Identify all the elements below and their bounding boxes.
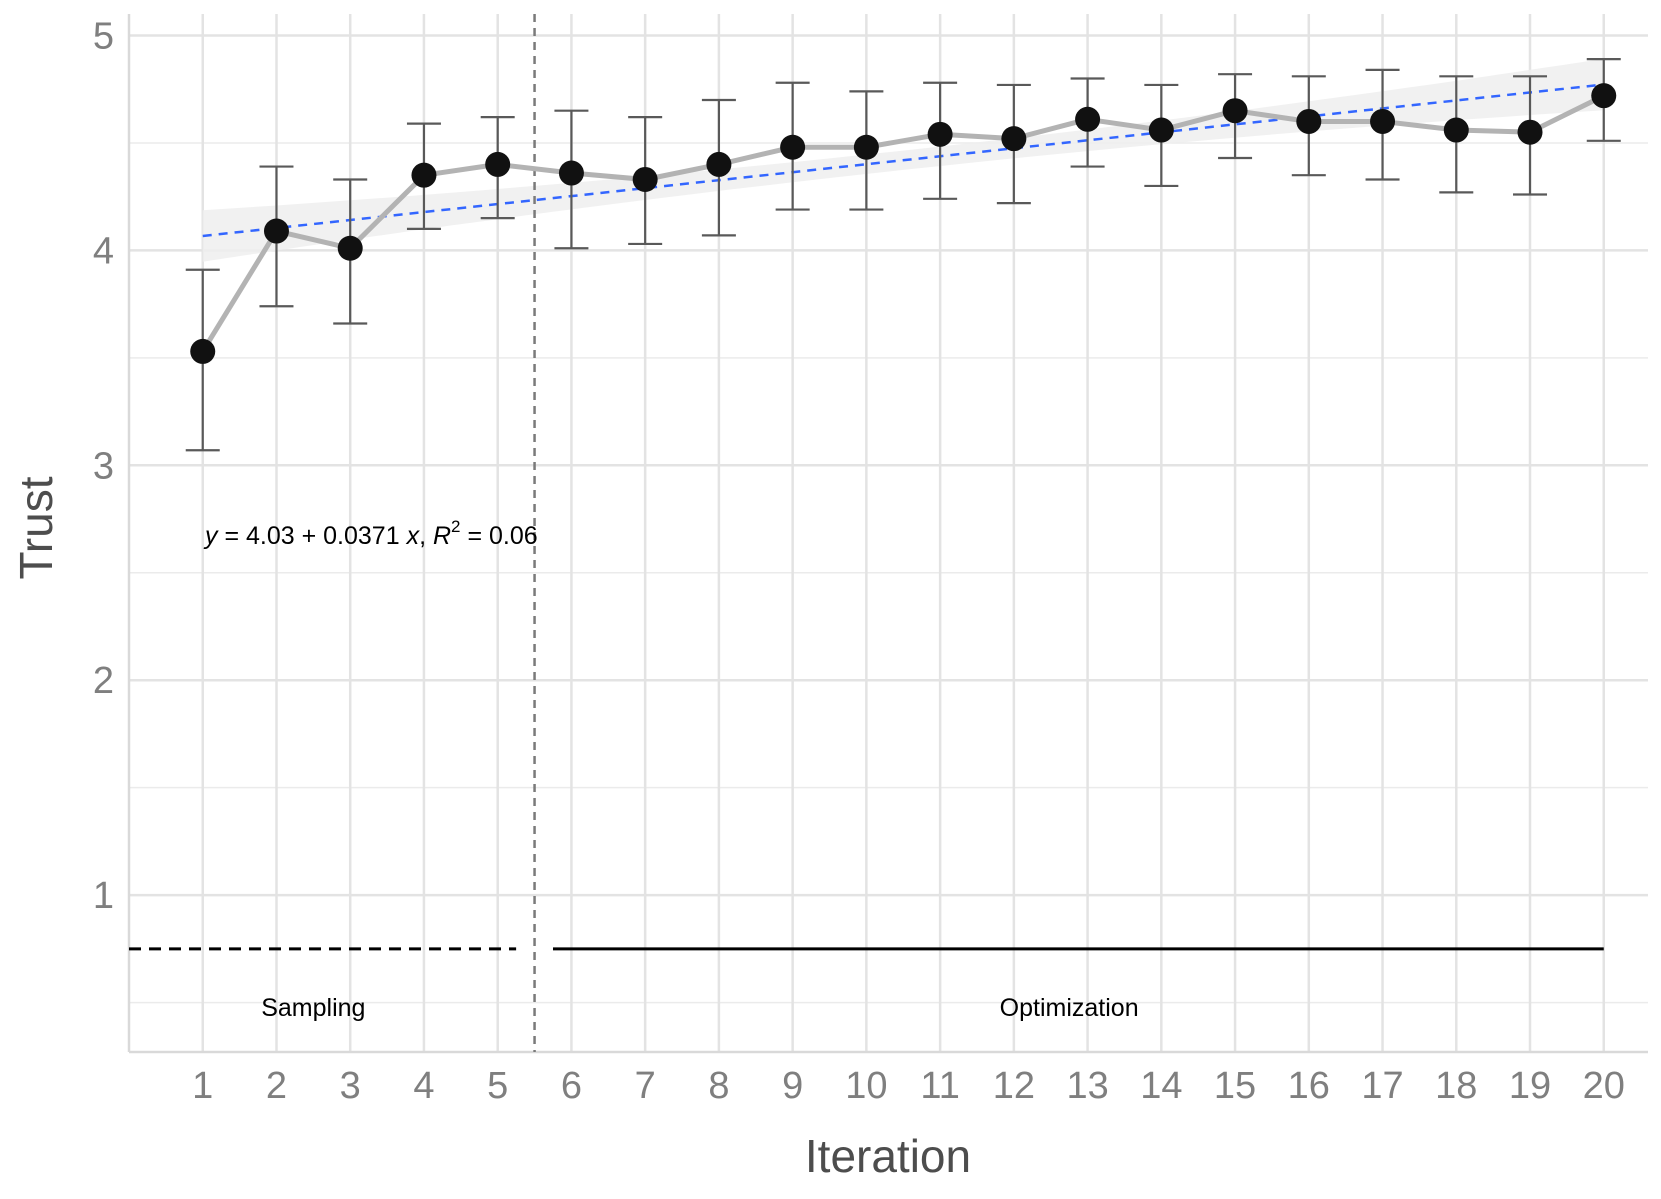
data-point — [632, 166, 658, 192]
x-tick-label: 18 — [1435, 1065, 1477, 1107]
fit-line — [202, 83, 1604, 238]
y-tick-label: 3 — [93, 445, 114, 487]
phase-label-sampling: Sampling — [261, 994, 365, 1022]
eq-r: R — [433, 522, 451, 550]
data-point — [1001, 126, 1027, 152]
x-tick-label: 12 — [993, 1065, 1035, 1107]
data-point — [706, 151, 732, 177]
x-tick-label: 10 — [845, 1065, 887, 1107]
x-tick-label: 19 — [1509, 1065, 1551, 1107]
data-point — [1591, 83, 1617, 109]
data-point — [1296, 108, 1322, 134]
data-point — [780, 134, 806, 160]
series-layer — [185, 58, 1621, 452]
axes — [127, 14, 1648, 1054]
x-tick-label: 3 — [340, 1065, 361, 1107]
y-tick-label: 5 — [93, 15, 114, 57]
data-point — [1148, 117, 1174, 143]
fit-line-layer — [202, 83, 1604, 238]
x-tick-label: 5 — [487, 1065, 508, 1107]
data-point — [337, 235, 363, 261]
eq-rest: = 0.06 — [461, 522, 538, 550]
data-point — [558, 160, 584, 186]
data-point — [1075, 106, 1101, 132]
phase-layer: Sampling Optimization — [129, 947, 1604, 1022]
x-tick-label: 6 — [561, 1065, 582, 1107]
x-tick-label: 4 — [413, 1065, 434, 1107]
x-tick-label: 16 — [1288, 1065, 1330, 1107]
eq-sup: 2 — [451, 517, 460, 536]
eq-mid: = 4.03 + 0.0371 — [218, 522, 407, 550]
x-tick-label: 7 — [635, 1065, 656, 1107]
data-point — [1370, 108, 1396, 134]
data-point — [411, 162, 437, 188]
x-tick-label: 1 — [192, 1065, 213, 1107]
data-point — [853, 134, 879, 160]
phase-label-optimization: Optimization — [1000, 994, 1139, 1022]
x-tick-label: 20 — [1583, 1065, 1625, 1107]
data-point — [263, 218, 289, 244]
x-tick-label: 9 — [782, 1065, 803, 1107]
regression-equation: y = 4.03 + 0.0371 x, R2 = 0.06 — [203, 517, 538, 550]
data-point — [190, 338, 216, 364]
data-point — [1443, 117, 1469, 143]
x-tick-label: 11 — [920, 1065, 959, 1107]
x-tick-label: 17 — [1361, 1065, 1403, 1107]
y-axis-title: Trust — [10, 476, 62, 579]
x-tick-label: 13 — [1066, 1065, 1108, 1107]
data-point — [485, 151, 511, 177]
x-tick-label: 2 — [266, 1065, 287, 1107]
x-axis-title: Iteration — [805, 1130, 971, 1182]
data-point — [1517, 119, 1543, 145]
x-tick-label: 8 — [708, 1065, 729, 1107]
eq-y: y — [203, 522, 219, 550]
eq-x: x — [406, 522, 421, 550]
x-tick-label: 14 — [1140, 1065, 1182, 1107]
y-tick-label: 4 — [93, 230, 114, 272]
y-tick-label: 1 — [93, 875, 114, 917]
data-point — [927, 121, 953, 147]
y-tick-label: 2 — [93, 660, 114, 702]
data-point — [1222, 98, 1248, 124]
eq-sep: , — [419, 522, 433, 550]
x-tick-label: 15 — [1214, 1065, 1256, 1107]
